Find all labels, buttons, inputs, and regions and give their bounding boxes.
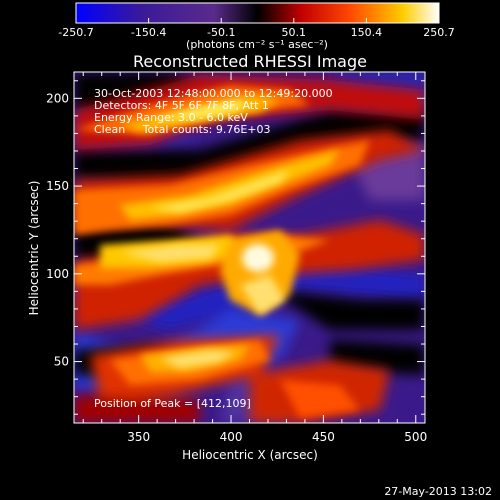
y-tick-label: 50 — [54, 355, 69, 369]
annotation-time-range: 30-Oct-2003 12:48:00.000 to 12:49:20.000 — [94, 87, 333, 100]
y-tick-label: 150 — [46, 179, 69, 193]
x-tick-label: 500 — [404, 430, 427, 444]
y-tick-label: 200 — [46, 91, 69, 105]
y-tick-label: 100 — [46, 267, 69, 281]
colorbar-unit-label: (photons cm⁻² s⁻¹ asec⁻²) — [186, 38, 328, 51]
annotation-peak-position: Position of Peak = [412,109] — [94, 397, 251, 410]
colorbar: -250.7 -150.4 -50.1 50.1 150.4 250.7 (photons… — [58, 2, 455, 51]
colorbar-tick-label: 50.1 — [282, 26, 307, 39]
colorbar-tick-label: 250.7 — [423, 26, 455, 39]
colorbar-ticks: -250.7 -150.4 -50.1 50.1 150.4 250.7 — [58, 18, 455, 39]
plot-title: Reconstructed RHESSI Image — [133, 52, 367, 71]
colorbar-tick-label: 150.4 — [351, 26, 383, 39]
annotation-detectors: Detectors: 4F 5F 6F 7F 8F, Att 1 — [94, 99, 269, 112]
annotation-clean-counts: Clean Total counts: 9.76E+03 — [94, 123, 271, 136]
x-axis-ticks: 350 400 450 500 — [82, 72, 427, 444]
y-axis-ticks: 50 100 150 200 — [46, 80, 425, 415]
x-tick-label: 350 — [127, 430, 150, 444]
x-tick-label: 400 — [220, 430, 243, 444]
colorbar-tick-label: -50.1 — [207, 26, 235, 39]
colorbar-gradient — [75, 2, 440, 24]
colorbar-tick-label: -250.7 — [58, 26, 93, 39]
x-axis-label: Heliocentric X (arcsec) — [182, 448, 318, 462]
x-tick-label: 450 — [312, 430, 335, 444]
rhessi-image — [74, 72, 425, 423]
footer-timestamp: 27-May-2013 13:02 — [384, 485, 492, 498]
annotation-energy-range: Energy Range: 3.0 - 6.0 keV — [94, 111, 248, 124]
colorbar-tick-label: -150.4 — [131, 26, 166, 39]
y-axis-label: Heliocentric Y (arcsec) — [27, 181, 41, 316]
